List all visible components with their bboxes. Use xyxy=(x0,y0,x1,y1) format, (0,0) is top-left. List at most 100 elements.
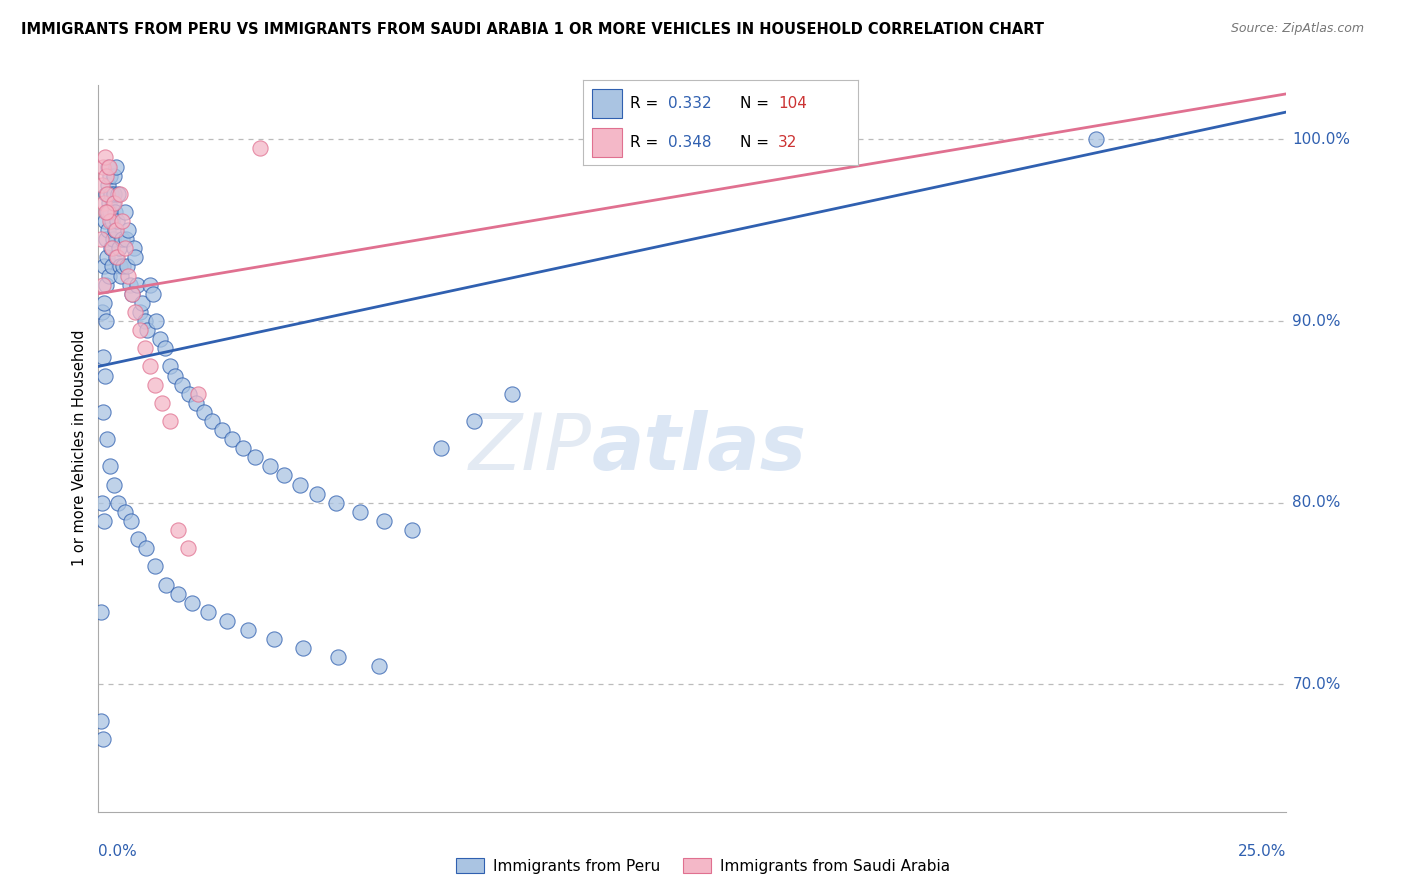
Text: 32: 32 xyxy=(778,135,797,150)
Point xyxy=(111,214,134,228)
Point xyxy=(101,195,124,210)
Point xyxy=(128,323,150,337)
Point xyxy=(128,305,150,319)
Point xyxy=(103,186,125,201)
Point xyxy=(167,523,190,537)
Point xyxy=(349,505,371,519)
Point xyxy=(91,178,114,192)
Point xyxy=(96,205,118,219)
Point xyxy=(97,205,120,219)
Text: 0.332: 0.332 xyxy=(668,95,711,111)
Point xyxy=(127,532,149,546)
Point xyxy=(401,523,423,537)
Point xyxy=(107,496,129,510)
Point xyxy=(139,359,162,374)
Point xyxy=(155,577,177,591)
Point xyxy=(131,296,153,310)
Text: 90.0%: 90.0% xyxy=(1292,313,1341,328)
Point xyxy=(110,260,132,274)
Y-axis label: 1 or more Vehicles in Household: 1 or more Vehicles in Household xyxy=(72,330,87,566)
Point xyxy=(145,314,167,328)
Point xyxy=(90,605,112,619)
Point xyxy=(177,541,200,556)
Point xyxy=(115,232,138,246)
Text: R =: R = xyxy=(630,135,664,150)
Text: 80.0%: 80.0% xyxy=(1292,495,1341,510)
Point xyxy=(91,732,114,747)
Text: atlas: atlas xyxy=(592,410,807,486)
Point xyxy=(325,496,347,510)
Point xyxy=(167,587,190,601)
Point xyxy=(153,341,176,355)
Point xyxy=(98,214,121,228)
Point xyxy=(96,251,118,265)
Point xyxy=(94,205,117,219)
Point xyxy=(134,341,156,355)
Text: 100.0%: 100.0% xyxy=(1292,132,1350,147)
Point xyxy=(93,195,115,210)
Text: Source: ZipAtlas.com: Source: ZipAtlas.com xyxy=(1230,22,1364,36)
Point xyxy=(429,442,451,456)
Point xyxy=(97,223,120,237)
Point xyxy=(96,314,118,328)
Point xyxy=(101,260,124,274)
Point xyxy=(97,160,120,174)
Point xyxy=(91,277,114,292)
Point xyxy=(103,195,125,210)
Point xyxy=(104,223,127,237)
Point xyxy=(170,377,193,392)
Point xyxy=(501,386,523,401)
Point xyxy=(150,396,173,410)
Point xyxy=(236,623,259,637)
Point xyxy=(127,277,149,292)
Point xyxy=(463,414,485,428)
Point xyxy=(159,359,181,374)
Point xyxy=(96,432,118,446)
Point xyxy=(93,368,115,383)
Point xyxy=(290,477,312,491)
Point xyxy=(115,260,138,274)
Point xyxy=(104,205,127,219)
Point xyxy=(1085,132,1108,146)
Point xyxy=(94,186,117,201)
Point xyxy=(177,386,200,401)
Text: 0.348: 0.348 xyxy=(668,135,711,150)
Point xyxy=(114,505,136,519)
Point xyxy=(117,268,139,283)
Point xyxy=(114,241,136,255)
Point xyxy=(91,496,114,510)
Point xyxy=(142,286,165,301)
Point xyxy=(159,414,181,428)
Text: ZIP: ZIP xyxy=(468,410,592,486)
Point xyxy=(121,286,143,301)
Point xyxy=(94,169,117,183)
Point xyxy=(93,514,115,528)
Point xyxy=(90,714,112,728)
Point xyxy=(328,650,350,665)
Point xyxy=(149,332,172,346)
Point xyxy=(98,268,121,283)
Point xyxy=(107,214,129,228)
Point xyxy=(94,151,117,165)
Point xyxy=(121,286,143,301)
Point xyxy=(97,160,120,174)
Text: N =: N = xyxy=(740,135,773,150)
Text: 25.0%: 25.0% xyxy=(1239,845,1286,859)
Point xyxy=(90,305,112,319)
Point xyxy=(232,442,254,456)
Point xyxy=(181,596,204,610)
Point xyxy=(100,241,122,255)
Point xyxy=(367,659,389,673)
Point xyxy=(122,241,145,255)
Point xyxy=(100,241,122,255)
Point xyxy=(90,232,112,246)
Point xyxy=(93,260,115,274)
Point xyxy=(103,477,125,491)
Point xyxy=(98,169,121,183)
Text: N =: N = xyxy=(740,95,773,111)
Point xyxy=(197,605,219,619)
Point xyxy=(105,251,128,265)
Point xyxy=(94,214,117,228)
Point xyxy=(215,614,238,628)
Point xyxy=(201,414,224,428)
